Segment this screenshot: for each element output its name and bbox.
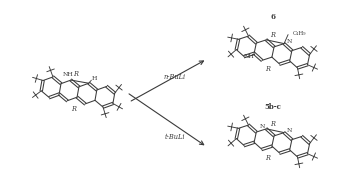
- Text: 6: 6: [270, 13, 275, 21]
- Text: t-BuLi: t-BuLi: [165, 133, 185, 141]
- Text: n-BuLi: n-BuLi: [164, 73, 186, 81]
- Text: R: R: [270, 31, 275, 39]
- Text: R: R: [265, 65, 270, 73]
- Text: R: R: [71, 105, 76, 113]
- Text: N: N: [260, 124, 265, 129]
- Text: H: H: [91, 76, 97, 81]
- Text: R: R: [73, 70, 78, 78]
- Text: NH: NH: [244, 54, 255, 59]
- Text: C₄H₉: C₄H₉: [293, 31, 307, 36]
- Text: N: N: [286, 39, 292, 44]
- Text: 5b-c: 5b-c: [265, 103, 282, 111]
- Text: R: R: [270, 120, 275, 128]
- Text: NH: NH: [63, 72, 74, 77]
- Text: R: R: [265, 154, 270, 162]
- Text: N: N: [286, 128, 292, 133]
